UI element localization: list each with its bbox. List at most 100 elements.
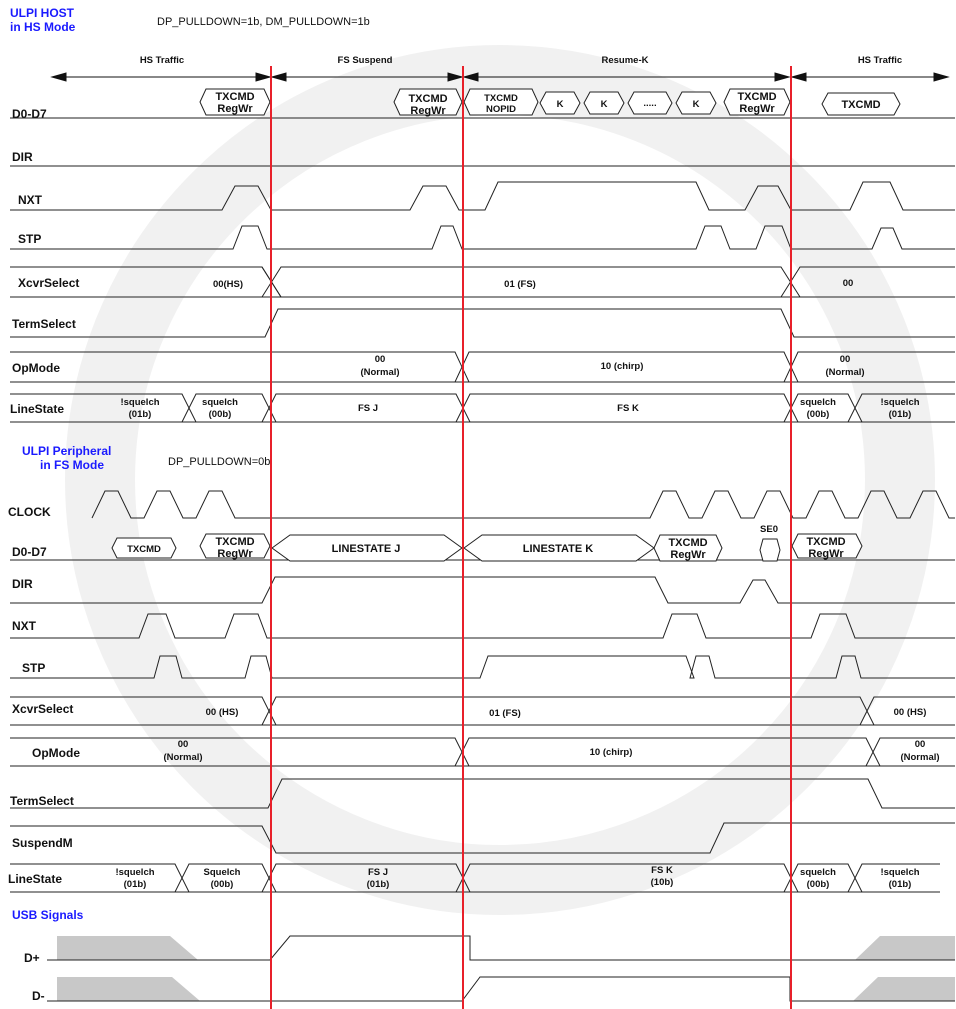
host-signal-linestate: LineState [10,402,64,416]
host-signal-nxt: NXT [18,193,43,207]
periph-signal-term: TermSelect [10,794,74,808]
usb-signal-dplus: D+ [24,951,40,965]
host-title-line2: in HS Mode [10,20,76,34]
host-d0d7-txcmd-4: TXCMD [737,91,776,103]
periph-d0d7-se0: SE0 [760,524,778,535]
periph-ls-s4a: !squelch [880,867,919,878]
periph-signal-opmode: OpMode [32,746,80,760]
host-ls-fsj: FS J [358,403,378,414]
periph-d0d7-txcmd-4: TXCMD [806,536,845,548]
periph-opmode-c2: (Normal) [900,752,939,763]
host-nxt-wave [10,181,955,211]
periph-title-line1: ULPI Peripheral [22,444,111,458]
periph-dir-wave [10,576,955,604]
host-stp-wave [10,225,955,250]
usb-signal-dminus: D- [32,989,45,1003]
phase-arrows [50,72,950,82]
host-d0d7-regwr-3: RegWr [739,103,775,115]
host-d0d7-k-1: K [557,99,564,110]
periph-ls-s1a: !squelch [115,867,154,878]
phase-hs-traffic-2: HS Traffic [858,55,902,66]
periph-d0d7-txcmd-3: TXCMD [668,537,707,549]
host-d0d7-dots: ..... [643,98,656,109]
host-d0d7-packets: TXCMD RegWr TXCMD RegWr TXCMD NOPID K K … [199,88,901,117]
periph-nxt-wave [10,613,955,639]
host-d0d7-regwr-1: RegWr [217,103,253,115]
phase-hs-traffic-1: HS Traffic [140,55,184,66]
periph-d0d7-regwr-1: RegWr [217,548,253,560]
periph-ls-fsj1: FS J [368,867,388,878]
host-d0d7-nopid: NOPID [486,104,516,115]
host-ls-fsk: FS K [617,403,639,414]
host-pulldown-note: DP_PULLDOWN=1b, DM_PULLDOWN=1b [157,16,370,28]
periph-ls-fsk2: (10b) [651,877,674,888]
host-ls-s2a: squelch [202,397,238,408]
periph-term-wave [10,778,955,809]
usb-dminus-wave [47,976,955,1002]
periph-opmode-a2: (Normal) [163,752,202,763]
host-linestate-bus [10,393,955,423]
periph-d0d7-txcmd-2: TXCMD [215,536,254,548]
host-title-line1: ULPI HOST [10,6,75,20]
host-term-wave [10,308,955,338]
periph-xcvr-value-2: 01 (FS) [489,708,521,719]
host-opmode-c2: (Normal) [825,367,864,378]
host-signal-xcvr: XcvrSelect [18,276,79,290]
phase-fs-suspend: FS Suspend [338,55,393,66]
host-xcvr-value-1: 00(HS) [213,279,243,290]
host-d0d7-txcmd-5: TXCMD [841,99,880,111]
periph-d0d7-linestate-j: LINESTATE J [332,543,401,555]
host-ls-s4a: !squelch [880,397,919,408]
periph-xcvr-value-1: 00 (HS) [206,707,239,718]
periph-d0d7-regwr-3: RegWr [808,548,844,560]
periph-opmode-b: 10 (chirp) [590,747,633,758]
host-opmode-c1: 00 [840,354,851,365]
periph-ls-s2a: Squelch [204,867,241,878]
periph-xcvr-bus [10,696,955,726]
phase-resume-k: Resume-K [602,55,649,66]
usb-dplus-wave [47,935,955,961]
periph-opmode-c1: 00 [915,739,926,750]
periph-ls-s1b: (01b) [124,879,147,890]
host-signal-stp: STP [18,232,41,246]
host-d0d7-txcmd-3: TXCMD [484,93,518,104]
periph-ls-s3a: squelch [800,867,836,878]
host-opmode-a1: 00 [375,354,386,365]
host-opmode-b: 10 (chirp) [601,361,644,372]
host-signal-term: TermSelect [12,317,76,331]
usb-signals-title: USB Signals [12,908,84,922]
host-signal-d0d7: D0-D7 [12,107,47,121]
periph-signal-d0d7: D0-D7 [12,545,47,559]
host-signal-opmode: OpMode [12,361,60,375]
host-ls-s1b: (01b) [129,409,152,420]
host-xcvr-value-3: 00 [843,278,854,289]
periph-signal-linestate: LineState [8,872,62,886]
periph-signal-stp: STP [22,661,45,675]
periph-signal-suspendm: SuspendM [12,836,73,850]
host-xcvr-value-2: 01 (FS) [504,279,536,290]
periph-ls-s4b: (01b) [889,879,912,890]
usb-dminus-hs-fill-left [57,977,200,1001]
periph-ls-fsj2: (01b) [367,879,390,890]
periph-signal-xcvr: XcvrSelect [12,702,73,716]
periph-ls-s3b: (00b) [807,879,830,890]
periph-title-line2: in FS Mode [40,458,104,472]
host-ls-s2b: (00b) [209,409,232,420]
periph-ls-s2b: (00b) [211,879,234,890]
usb-dminus-hs-fill-right [853,977,955,1001]
periph-stp-wave [10,655,955,679]
periph-suspendm-wave [10,822,955,854]
host-d0d7-regwr-2: RegWr [410,105,446,117]
periph-d0d7-packets: TXCMD TXCMD RegWr LINESTATE J LINESTATE … [111,524,863,562]
periph-signal-dir: DIR [12,577,33,591]
usb-dplus-hs-fill-right [855,936,955,960]
host-ls-s1a: !squelch [120,397,159,408]
periph-ls-fsk1: FS K [651,865,673,876]
host-ls-s3b: (00b) [807,409,830,420]
host-ls-s3a: squelch [800,397,836,408]
periph-clock-wave [91,490,955,519]
phase-boundary-lines [270,66,792,1009]
host-ls-s4b: (01b) [889,409,912,420]
watermark [65,45,935,915]
